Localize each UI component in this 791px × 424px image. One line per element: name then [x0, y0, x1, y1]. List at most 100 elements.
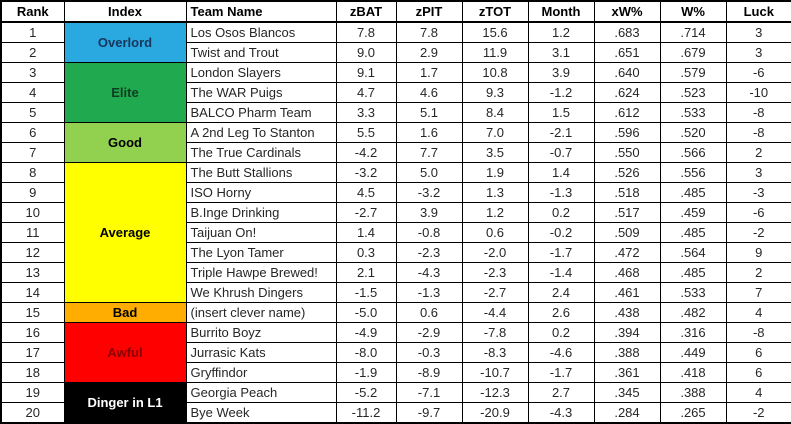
cell-zpit[interactable]: 1.6 — [395, 122, 463, 143]
cell-zpit[interactable]: 4.6 — [395, 82, 463, 103]
cell-luck[interactable]: 6 — [725, 362, 791, 383]
cell-zpit[interactable]: 2.9 — [395, 42, 463, 63]
cell-zpit[interactable]: -7.1 — [395, 382, 463, 403]
cell-w-pct[interactable]: .482 — [659, 302, 727, 323]
cell-xw-pct[interactable]: .345 — [593, 382, 661, 403]
cell-xw-pct[interactable]: .526 — [593, 162, 661, 183]
index-group-dinger-in-l1[interactable]: Dinger in L1 — [63, 382, 187, 424]
cell-rank[interactable]: 17 — [0, 342, 65, 363]
index-group-bad[interactable]: Bad — [63, 302, 187, 323]
cell-ztot[interactable]: -2.7 — [461, 282, 529, 303]
cell-ztot[interactable]: -2.3 — [461, 262, 529, 283]
cell-rank[interactable]: 4 — [0, 82, 65, 103]
index-group-good[interactable]: Good — [63, 122, 187, 163]
cell-xw-pct[interactable]: .640 — [593, 62, 661, 83]
cell-team-name[interactable]: The True Cardinals — [185, 142, 337, 163]
cell-rank[interactable]: 7 — [0, 142, 65, 163]
cell-zbat[interactable]: -1.5 — [335, 282, 397, 303]
column-header-xw_pct[interactable]: xW% — [593, 0, 661, 23]
cell-xw-pct[interactable]: .361 — [593, 362, 661, 383]
cell-w-pct[interactable]: .556 — [659, 162, 727, 183]
cell-luck[interactable]: 3 — [725, 42, 791, 63]
cell-ztot[interactable]: -2.0 — [461, 242, 529, 263]
cell-zpit[interactable]: -0.8 — [395, 222, 463, 243]
cell-luck[interactable]: 2 — [725, 262, 791, 283]
cell-rank[interactable]: 10 — [0, 202, 65, 223]
column-header-w_pct[interactable]: W% — [659, 0, 727, 23]
cell-xw-pct[interactable]: .468 — [593, 262, 661, 283]
cell-luck[interactable]: 9 — [725, 242, 791, 263]
cell-ztot[interactable]: 3.5 — [461, 142, 529, 163]
cell-rank[interactable]: 8 — [0, 162, 65, 183]
cell-team-name[interactable]: B.Inge Drinking — [185, 202, 337, 223]
cell-w-pct[interactable]: .485 — [659, 222, 727, 243]
cell-team-name[interactable]: ISO Horny — [185, 182, 337, 203]
cell-luck[interactable]: 4 — [725, 382, 791, 403]
cell-month[interactable]: -4.3 — [527, 402, 595, 424]
cell-month[interactable]: 2.6 — [527, 302, 595, 323]
cell-luck[interactable]: -2 — [725, 222, 791, 243]
cell-team-name[interactable]: A 2nd Leg To Stanton — [185, 122, 337, 143]
cell-xw-pct[interactable]: .461 — [593, 282, 661, 303]
cell-luck[interactable]: -6 — [725, 62, 791, 83]
cell-zbat[interactable]: -8.0 — [335, 342, 397, 363]
cell-rank[interactable]: 19 — [0, 382, 65, 403]
cell-zbat[interactable]: 7.8 — [335, 21, 397, 43]
cell-zpit[interactable]: -2.9 — [395, 322, 463, 343]
cell-zpit[interactable]: 0.6 — [395, 302, 463, 323]
cell-zpit[interactable]: 3.9 — [395, 202, 463, 223]
cell-zpit[interactable]: 5.0 — [395, 162, 463, 183]
cell-luck[interactable]: -8 — [725, 322, 791, 343]
cell-xw-pct[interactable]: .472 — [593, 242, 661, 263]
cell-xw-pct[interactable]: .624 — [593, 82, 661, 103]
cell-team-name[interactable]: The WAR Puigs — [185, 82, 337, 103]
cell-ztot[interactable]: 1.3 — [461, 182, 529, 203]
cell-xw-pct[interactable]: .509 — [593, 222, 661, 243]
cell-rank[interactable]: 11 — [0, 222, 65, 243]
cell-w-pct[interactable]: .485 — [659, 182, 727, 203]
cell-zpit[interactable]: -9.7 — [395, 402, 463, 424]
cell-month[interactable]: -1.3 — [527, 182, 595, 203]
cell-zpit[interactable]: -1.3 — [395, 282, 463, 303]
cell-w-pct[interactable]: .388 — [659, 382, 727, 403]
cell-luck[interactable]: 6 — [725, 342, 791, 363]
cell-rank[interactable]: 3 — [0, 62, 65, 83]
cell-xw-pct[interactable]: .394 — [593, 322, 661, 343]
cell-team-name[interactable]: The Lyon Tamer — [185, 242, 337, 263]
cell-w-pct[interactable]: .520 — [659, 122, 727, 143]
cell-zbat[interactable]: -2.7 — [335, 202, 397, 223]
cell-month[interactable]: -1.7 — [527, 362, 595, 383]
cell-ztot[interactable]: 8.4 — [461, 102, 529, 123]
cell-xw-pct[interactable]: .612 — [593, 102, 661, 123]
cell-zbat[interactable]: 4.7 — [335, 82, 397, 103]
cell-ztot[interactable]: -10.7 — [461, 362, 529, 383]
cell-team-name[interactable]: (insert clever name) — [185, 302, 337, 323]
cell-zbat[interactable]: -4.2 — [335, 142, 397, 163]
cell-ztot[interactable]: -4.4 — [461, 302, 529, 323]
cell-zpit[interactable]: -3.2 — [395, 182, 463, 203]
cell-xw-pct[interactable]: .517 — [593, 202, 661, 223]
cell-luck[interactable]: -3 — [725, 182, 791, 203]
cell-team-name[interactable]: BALCO Pharm Team — [185, 102, 337, 123]
cell-xw-pct[interactable]: .438 — [593, 302, 661, 323]
cell-team-name[interactable]: Los Osos Blancos — [185, 21, 337, 43]
cell-rank[interactable]: 6 — [0, 122, 65, 143]
cell-ztot[interactable]: 10.8 — [461, 62, 529, 83]
cell-ztot[interactable]: -12.3 — [461, 382, 529, 403]
cell-w-pct[interactable]: .418 — [659, 362, 727, 383]
cell-w-pct[interactable]: .714 — [659, 21, 727, 43]
column-header-rank[interactable]: Rank — [0, 0, 65, 23]
cell-zbat[interactable]: 0.3 — [335, 242, 397, 263]
cell-rank[interactable]: 5 — [0, 102, 65, 123]
index-group-average[interactable]: Average — [63, 162, 187, 303]
cell-zbat[interactable]: 2.1 — [335, 262, 397, 283]
cell-month[interactable]: -1.7 — [527, 242, 595, 263]
cell-zbat[interactable]: -11.2 — [335, 402, 397, 424]
cell-w-pct[interactable]: .533 — [659, 102, 727, 123]
cell-rank[interactable]: 15 — [0, 302, 65, 323]
cell-month[interactable]: 1.5 — [527, 102, 595, 123]
cell-team-name[interactable]: Jurrasic Kats — [185, 342, 337, 363]
cell-ztot[interactable]: -7.8 — [461, 322, 529, 343]
cell-rank[interactable]: 20 — [0, 402, 65, 424]
cell-luck[interactable]: -6 — [725, 202, 791, 223]
